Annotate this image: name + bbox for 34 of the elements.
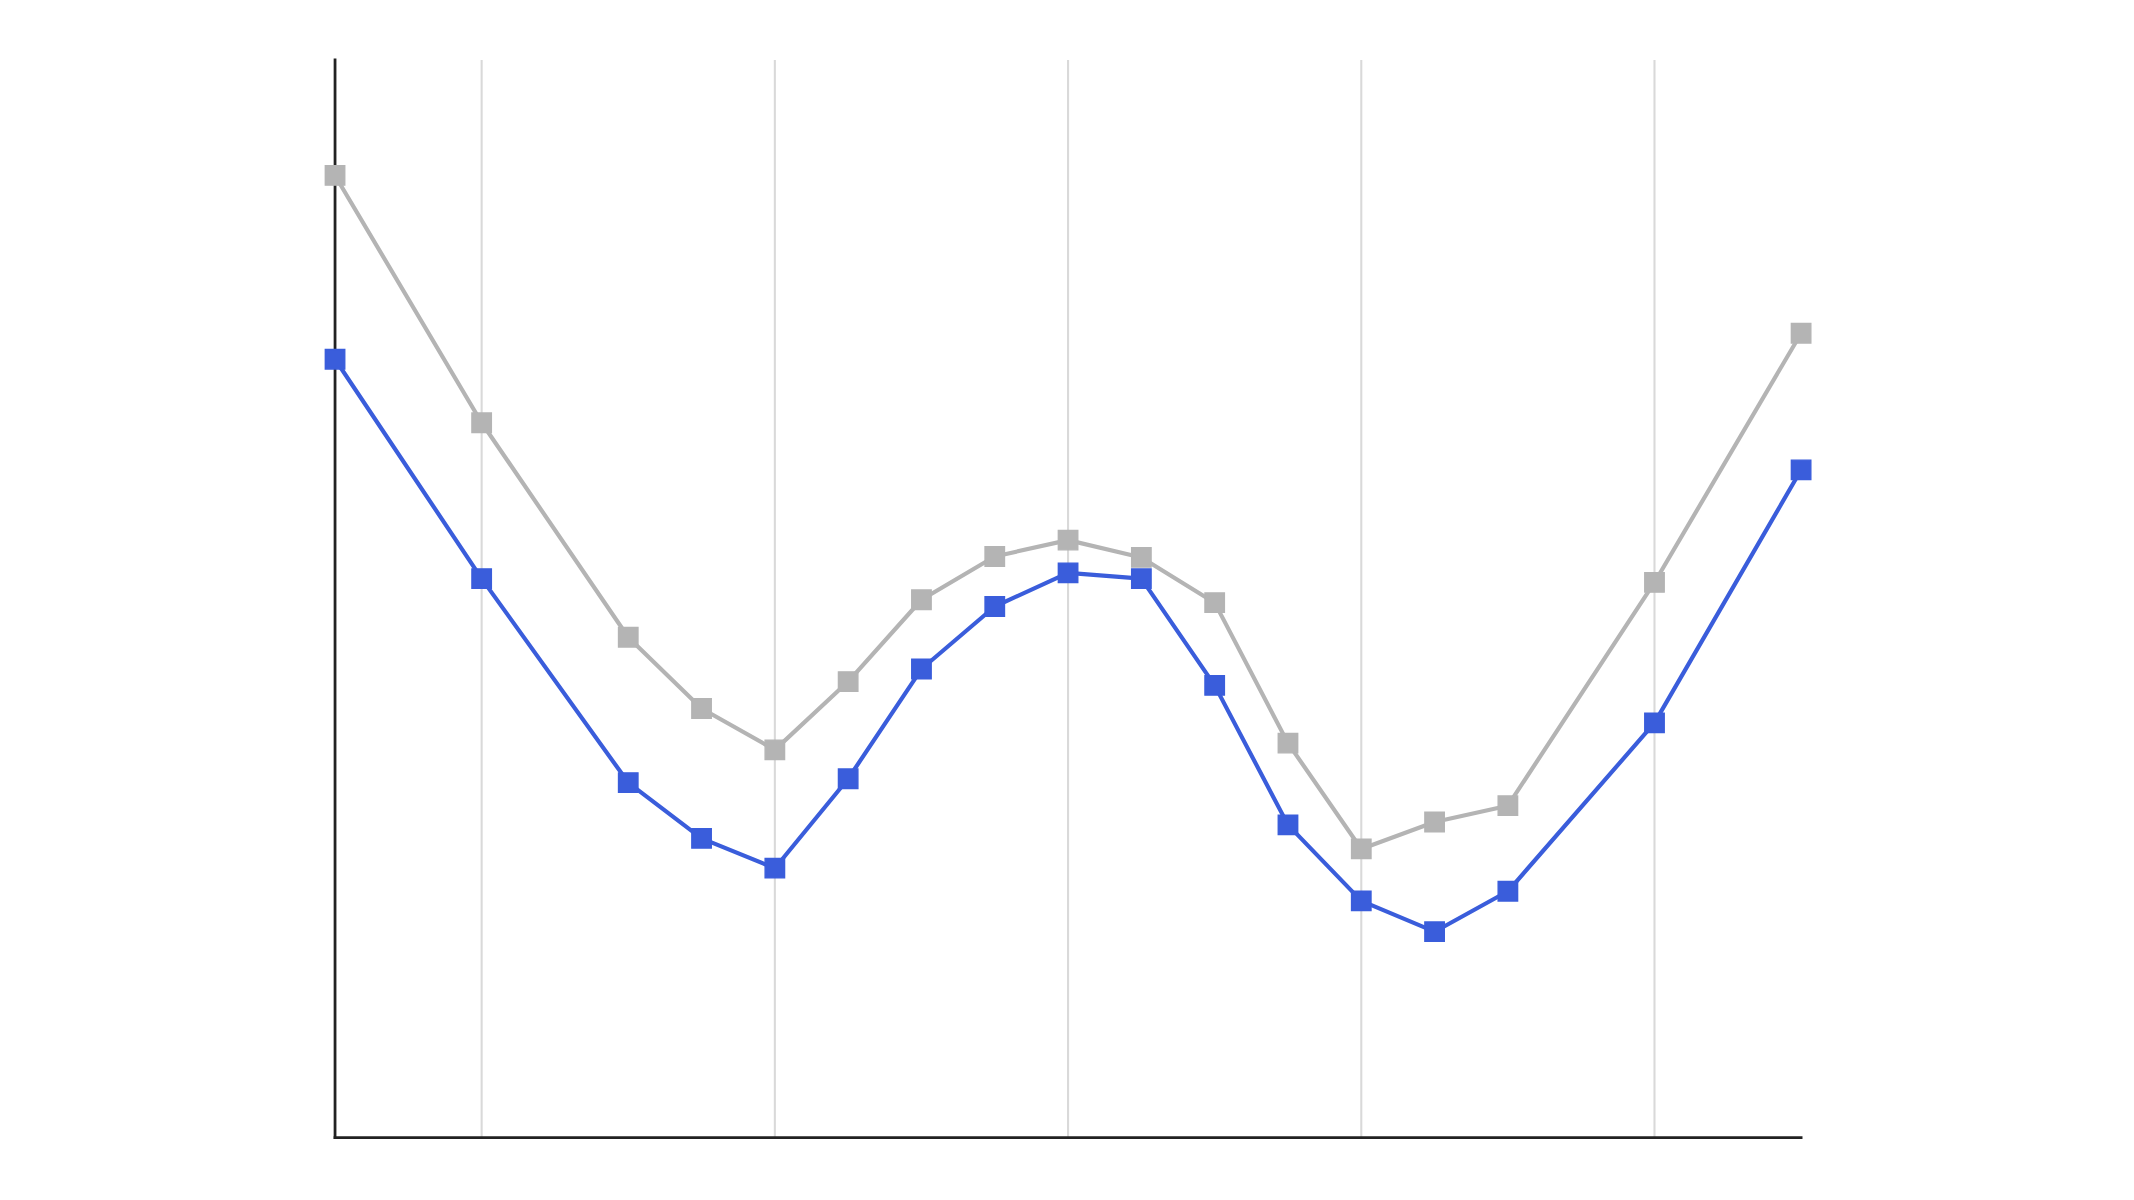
point	[984, 596, 1006, 617]
point	[1057, 529, 1079, 551]
point	[911, 589, 932, 611]
point	[1497, 795, 1519, 817]
point	[1204, 592, 1226, 614]
point	[1350, 890, 1372, 912]
point	[984, 546, 1006, 567]
point	[691, 827, 712, 849]
point	[1790, 322, 1812, 344]
point	[324, 348, 346, 370]
point	[1277, 814, 1299, 836]
point	[1424, 921, 1446, 943]
point	[1204, 674, 1226, 696]
point	[764, 857, 786, 879]
point	[1790, 459, 1812, 481]
point	[764, 739, 786, 761]
point	[617, 626, 639, 648]
point	[1057, 562, 1079, 584]
point	[324, 165, 346, 186]
point	[1497, 880, 1519, 902]
point	[911, 658, 932, 680]
point	[1130, 568, 1152, 590]
point	[691, 698, 712, 719]
point	[1424, 811, 1446, 833]
point	[1350, 838, 1372, 860]
point	[837, 768, 859, 790]
point	[1277, 732, 1299, 754]
point	[1130, 547, 1152, 568]
point	[1644, 712, 1665, 734]
point	[471, 568, 493, 590]
point	[837, 671, 859, 692]
point	[617, 772, 639, 793]
point	[1644, 572, 1665, 593]
point	[471, 412, 493, 434]
